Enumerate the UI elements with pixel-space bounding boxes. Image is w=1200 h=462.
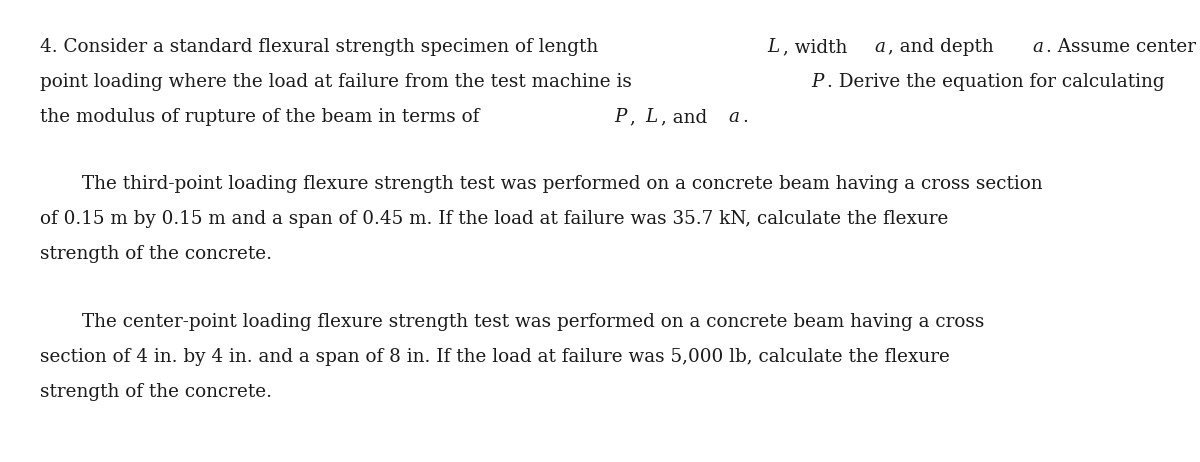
Text: a: a — [874, 38, 884, 56]
Text: , width: , width — [784, 38, 853, 56]
Text: ,: , — [630, 108, 642, 126]
Text: , and: , and — [661, 108, 713, 126]
Text: , and depth: , and depth — [888, 38, 1000, 56]
Text: P: P — [811, 73, 823, 91]
Text: of 0.15 m by 0.15 m and a span of 0.45 m. If the load at failure was 35.7 kN, ca: of 0.15 m by 0.15 m and a span of 0.45 m… — [40, 210, 948, 228]
Text: . Assume center: . Assume center — [1046, 38, 1196, 56]
Text: 4. Consider a standard flexural strength specimen of length: 4. Consider a standard flexural strength… — [40, 38, 604, 56]
Text: The third-point loading flexure strength test was performed on a concrete beam h: The third-point loading flexure strength… — [82, 175, 1043, 193]
Text: . Derive the equation for calculating: . Derive the equation for calculating — [827, 73, 1164, 91]
Text: the modulus of rupture of the beam in terms of: the modulus of rupture of the beam in te… — [40, 108, 485, 126]
Text: section of 4 in. by 4 in. and a span of 8 in. If the load at failure was 5,000 l: section of 4 in. by 4 in. and a span of … — [40, 348, 949, 366]
Text: P: P — [614, 108, 626, 126]
Text: strength of the concrete.: strength of the concrete. — [40, 383, 271, 401]
Text: strength of the concrete.: strength of the concrete. — [40, 245, 271, 263]
Text: point loading where the load at failure from the test machine is: point loading where the load at failure … — [40, 73, 637, 91]
Text: a: a — [1032, 38, 1043, 56]
Text: L: L — [646, 108, 658, 126]
Text: L: L — [768, 38, 780, 56]
Text: a: a — [728, 108, 739, 126]
Text: The center-point loading flexure strength test was performed on a concrete beam : The center-point loading flexure strengt… — [82, 313, 984, 331]
Text: .: . — [743, 108, 749, 126]
